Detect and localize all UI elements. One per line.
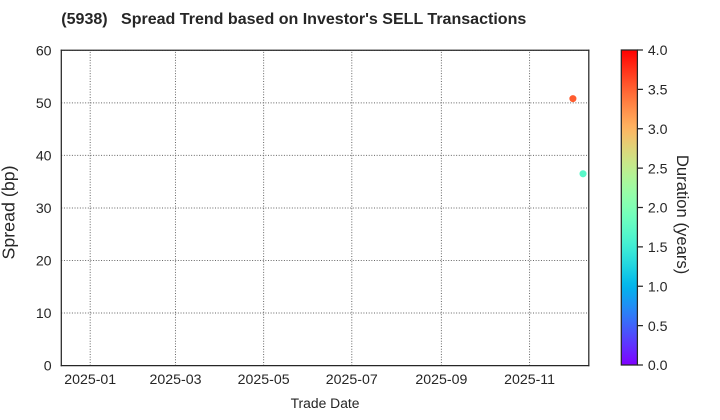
svg-text:2025-07: 2025-07 [326, 372, 378, 388]
svg-text:3.0: 3.0 [648, 122, 668, 138]
svg-text:20: 20 [36, 254, 52, 270]
svg-text:2025-01: 2025-01 [64, 372, 116, 388]
svg-text:2025-09: 2025-09 [415, 372, 467, 388]
svg-text:Spread (bp): Spread (bp) [0, 165, 18, 259]
svg-text:50: 50 [36, 96, 52, 112]
svg-text:10: 10 [36, 306, 52, 322]
svg-text:60: 60 [36, 43, 52, 59]
svg-text:2025-03: 2025-03 [149, 372, 201, 388]
svg-text:(5938) Spread Trend based on: (5938) Spread Trend based on Investor's … [61, 10, 526, 28]
svg-text:2025-11: 2025-11 [504, 372, 555, 388]
svg-text:4.0: 4.0 [648, 43, 668, 59]
svg-text:0: 0 [44, 359, 52, 375]
svg-text:30: 30 [36, 201, 52, 217]
svg-text:2.5: 2.5 [648, 161, 668, 177]
svg-text:2.0: 2.0 [648, 201, 668, 217]
svg-text:2025-05: 2025-05 [238, 372, 290, 388]
svg-text:0.0: 0.0 [648, 358, 668, 374]
svg-text:Duration (years): Duration (years) [673, 155, 692, 274]
svg-text:3.5: 3.5 [648, 83, 668, 99]
svg-text:40: 40 [36, 149, 52, 165]
svg-text:0.5: 0.5 [648, 319, 668, 335]
svg-text:Trade Date: Trade Date [291, 395, 360, 411]
svg-text:1.5: 1.5 [648, 240, 668, 256]
svg-text:1.0: 1.0 [648, 279, 668, 295]
